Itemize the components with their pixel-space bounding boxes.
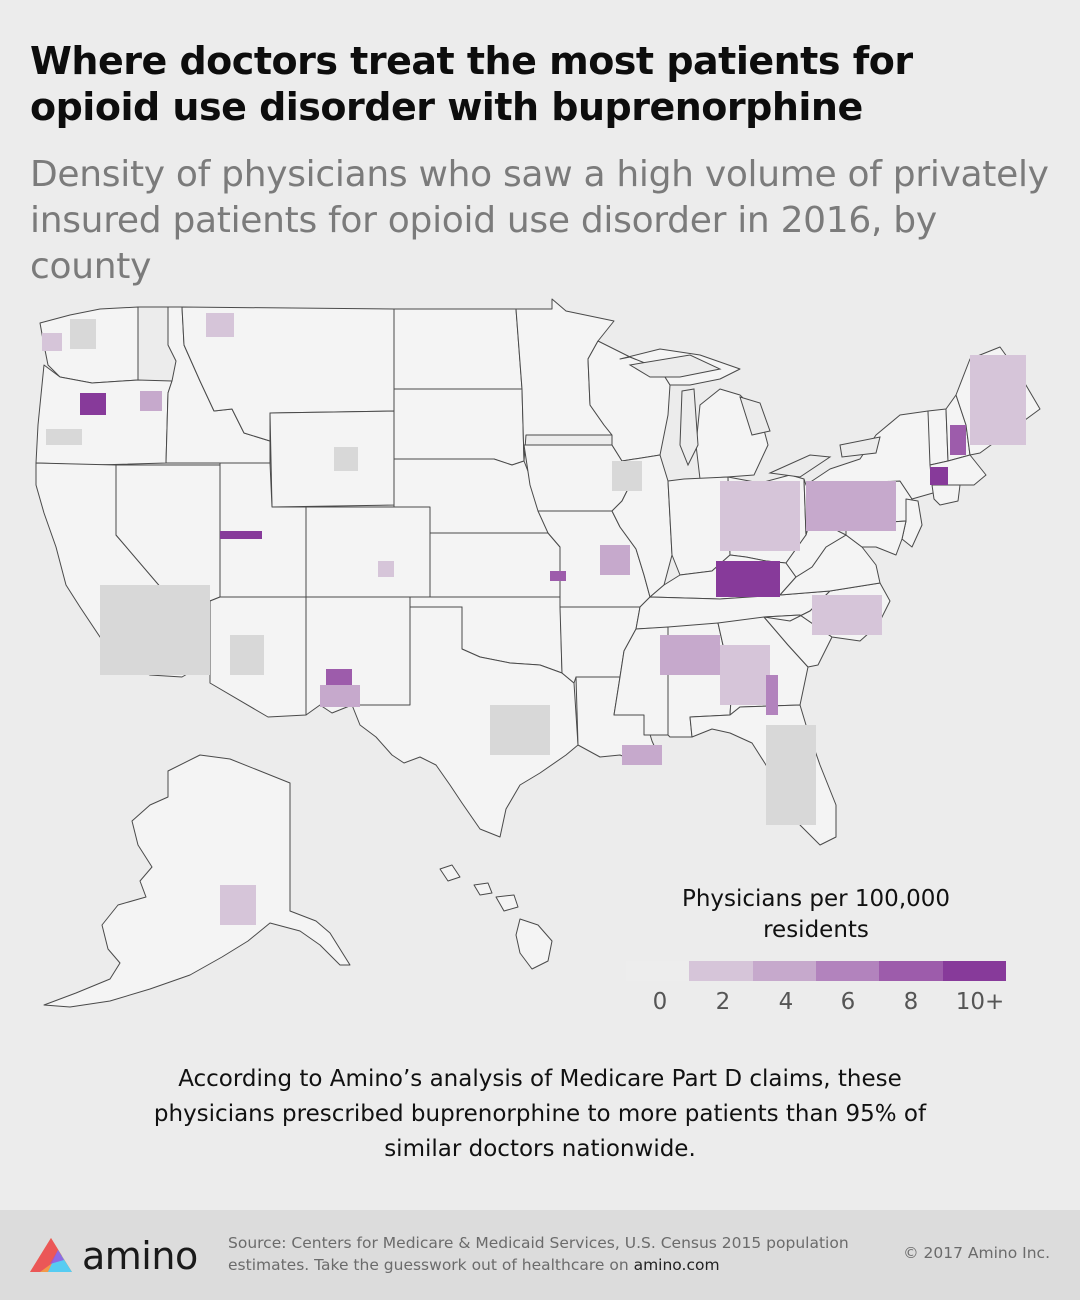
legend-swatch xyxy=(815,961,880,981)
county-cluster xyxy=(970,355,1026,445)
county-cluster xyxy=(812,595,882,635)
county-cluster xyxy=(326,669,352,685)
us-county-map xyxy=(35,298,1041,1008)
county-cluster xyxy=(806,481,896,531)
state-alaska xyxy=(43,754,351,1008)
county-cluster xyxy=(600,545,630,575)
county-cluster xyxy=(100,585,210,675)
county-cluster xyxy=(378,561,394,577)
page-title: Where doctors treat the most patients fo… xyxy=(30,39,913,129)
county-cluster xyxy=(42,333,62,351)
map-legend: Physicians per 100,000 residents 0 2 4 6… xyxy=(626,884,1006,1019)
county-cluster xyxy=(766,725,816,825)
county-cluster xyxy=(46,429,82,445)
county-density-layer xyxy=(42,313,1026,925)
county-cluster xyxy=(766,675,778,715)
footer: amino Source: Centers for Medicare & Med… xyxy=(0,1210,1080,1300)
lake-superior xyxy=(628,354,722,378)
copyright: © 2017 Amino Inc. xyxy=(903,1244,1050,1262)
state-hawaii-kauai xyxy=(439,864,461,882)
legend-tick: 8 xyxy=(903,989,919,1015)
great-lakes xyxy=(628,354,881,478)
page-subtitle: Density of physicians who saw a high vol… xyxy=(30,154,1049,287)
county-cluster xyxy=(230,635,264,675)
legend-tick: 6 xyxy=(840,989,856,1015)
county-cluster xyxy=(140,391,162,411)
county-cluster xyxy=(490,705,550,755)
state-colorado xyxy=(305,506,431,598)
county-cluster xyxy=(612,461,642,491)
county-cluster xyxy=(716,561,780,597)
legend-ticks: 0 2 4 6 8 10+ xyxy=(626,989,1006,1019)
county-cluster xyxy=(320,685,360,707)
amino-logo-icon xyxy=(30,1238,72,1272)
source-text: Source: Centers for Medicare & Medicaid … xyxy=(228,1234,849,1274)
legend-swatch xyxy=(626,961,690,981)
state-north-dakota xyxy=(393,308,523,390)
county-cluster xyxy=(930,467,948,485)
county-cluster xyxy=(220,885,256,925)
legend-tick: 2 xyxy=(715,989,731,1015)
state-hawaii-big-island xyxy=(515,918,553,970)
lake-ontario xyxy=(839,436,881,458)
legend-title: Physicians per 100,000 residents xyxy=(681,886,951,943)
legend-tick: 10+ xyxy=(955,989,1005,1015)
county-cluster xyxy=(622,745,662,765)
county-cluster xyxy=(80,393,106,415)
county-cluster xyxy=(70,319,96,349)
state-kansas xyxy=(429,532,561,598)
legend-color-scale xyxy=(626,961,1006,981)
county-cluster xyxy=(660,635,720,675)
county-cluster xyxy=(550,571,566,581)
state-hawaii-oahu xyxy=(473,882,493,896)
county-cluster xyxy=(220,531,262,539)
state-wyoming xyxy=(269,410,395,508)
legend-swatch xyxy=(752,961,816,981)
legend-tick: 4 xyxy=(778,989,794,1015)
county-cluster xyxy=(720,481,800,551)
amino-wordmark: amino xyxy=(82,1234,198,1278)
legend-swatch xyxy=(689,961,753,981)
state-south-dakota xyxy=(393,388,525,466)
county-cluster xyxy=(206,313,234,337)
state-vermont xyxy=(927,408,949,466)
county-cluster xyxy=(950,425,966,455)
state-outlines xyxy=(35,298,1041,1008)
amino-logo[interactable]: amino xyxy=(28,1234,198,1278)
source-note: Source: Centers for Medicare & Medicaid … xyxy=(228,1232,868,1276)
legend-swatch xyxy=(942,961,1006,981)
state-connecticut xyxy=(931,484,961,506)
legend-tick: 0 xyxy=(652,989,668,1015)
county-cluster xyxy=(334,447,358,471)
lake-erie xyxy=(768,454,832,478)
state-hawaii-maui xyxy=(495,894,519,912)
state-texas xyxy=(351,606,579,838)
lake-huron xyxy=(739,396,771,436)
legend-swatch xyxy=(879,961,943,981)
county-cluster xyxy=(720,645,770,705)
analysis-note: According to Amino’s analysis of Medicar… xyxy=(153,1066,927,1162)
source-link[interactable]: amino.com xyxy=(633,1256,720,1274)
lake-michigan xyxy=(679,388,699,467)
